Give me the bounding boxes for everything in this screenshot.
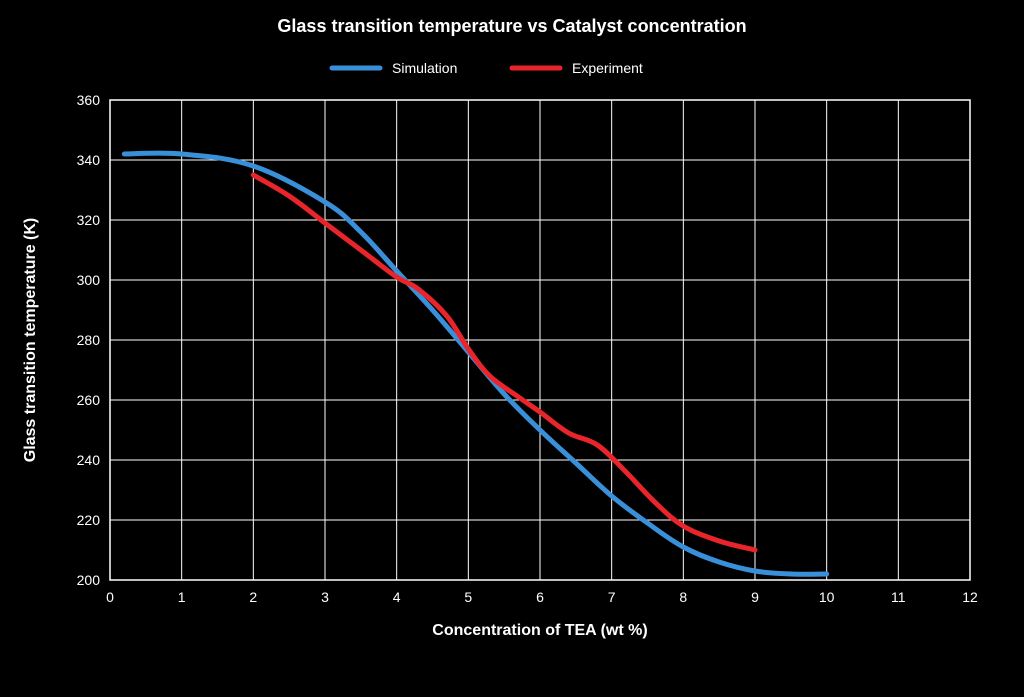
y-tick-label: 340 [77, 152, 101, 168]
x-tick-label: 2 [249, 589, 257, 605]
legend-label-experiment: Experiment [572, 60, 643, 76]
x-tick-label: 1 [178, 589, 186, 605]
x-tick-label: 8 [679, 589, 687, 605]
x-tick-label: 9 [751, 589, 759, 605]
x-tick-label: 11 [891, 589, 906, 605]
legend-label-simulation: Simulation [392, 60, 457, 76]
x-tick-label: 3 [321, 589, 329, 605]
x-tick-label: 6 [536, 589, 544, 605]
y-tick-label: 240 [77, 452, 101, 468]
y-tick-label: 320 [77, 212, 101, 228]
x-tick-label: 5 [464, 589, 472, 605]
chart-container: 0123456789101112200220240260280300320340… [0, 0, 1024, 697]
x-tick-label: 4 [393, 589, 401, 605]
x-tick-label: 10 [819, 589, 835, 605]
x-tick-label: 0 [106, 589, 114, 605]
y-tick-label: 360 [77, 92, 101, 108]
y-tick-label: 280 [77, 332, 101, 348]
y-tick-label: 260 [77, 392, 101, 408]
y-axis-label: Glass transition temperature (K) [22, 218, 39, 463]
y-tick-label: 300 [77, 272, 101, 288]
y-tick-label: 200 [77, 572, 101, 588]
x-axis-label: Concentration of TEA (wt %) [432, 622, 647, 639]
x-tick-label: 7 [608, 589, 616, 605]
chart-title: Glass transition temperature vs Catalyst… [277, 16, 746, 36]
x-tick-label: 12 [962, 589, 978, 605]
line-chart: 0123456789101112200220240260280300320340… [0, 0, 1024, 697]
y-tick-label: 220 [77, 512, 101, 528]
